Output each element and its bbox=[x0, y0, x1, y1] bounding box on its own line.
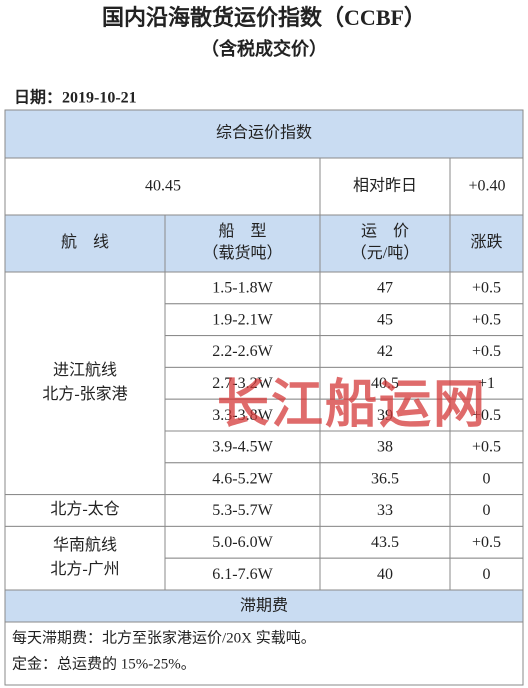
table-cell-text: 2.7-3.2W bbox=[212, 375, 273, 392]
compare-change: +0.40 bbox=[468, 178, 505, 195]
table-cell-text: 1.9-2.1W bbox=[212, 311, 273, 328]
table-cell bbox=[164, 335, 321, 368]
table-cell bbox=[319, 430, 451, 464]
table-cell bbox=[4, 494, 166, 527]
table-cell bbox=[449, 214, 524, 273]
table-cell-text: 43.5 bbox=[371, 534, 399, 551]
table-cell bbox=[164, 525, 321, 559]
table-cell bbox=[319, 462, 451, 496]
table-cell bbox=[449, 335, 524, 368]
column-header: 运 价 bbox=[361, 222, 409, 240]
table-cell-text: +0.5 bbox=[472, 439, 501, 456]
table-cell bbox=[319, 157, 451, 216]
table-cell bbox=[4, 525, 166, 591]
table-cell-text: 45 bbox=[377, 311, 393, 328]
table-cell-text: 42 bbox=[377, 343, 393, 360]
table-cell-text: +1 bbox=[478, 375, 495, 392]
table-cell bbox=[449, 557, 524, 591]
table-cell bbox=[4, 589, 524, 623]
table-cell-text: 33 bbox=[377, 502, 393, 519]
column-header: 船 型 bbox=[218, 222, 266, 240]
table-cell-text: 2.2-2.6W bbox=[212, 343, 273, 360]
table-cell-text: 5.3-5.7W bbox=[212, 502, 273, 519]
route-label: 北方-太仓 bbox=[50, 500, 119, 518]
route-label: 华南航线 bbox=[53, 536, 117, 554]
table-cell-text: 36.5 bbox=[371, 470, 399, 487]
table-cell bbox=[319, 398, 451, 432]
table-cell-text: 3.3-3.8W bbox=[212, 407, 273, 424]
column-header: （元/吨） bbox=[351, 244, 419, 262]
route-label: 进江航线 bbox=[53, 361, 117, 379]
table-cell-text: +0.5 bbox=[472, 407, 501, 424]
table-cell bbox=[319, 335, 451, 368]
index-title: 综合运价指数 bbox=[216, 124, 312, 142]
table-cell-text: 47 bbox=[377, 280, 393, 297]
route-label: 北方-广州 bbox=[50, 560, 119, 578]
table-cell-text: 3.9-4.5W bbox=[212, 439, 273, 456]
table-cell bbox=[164, 303, 321, 337]
table-cell-text: 40 bbox=[377, 566, 393, 583]
table-cell-text: 1.5-1.8W bbox=[212, 280, 273, 297]
column-header: （载货吨） bbox=[202, 244, 282, 262]
index-value: 40.45 bbox=[145, 178, 181, 195]
table-cell bbox=[319, 303, 451, 337]
note: 定金：总运费的 15%-25%。 bbox=[12, 655, 196, 672]
compare-label: 相对昨日 bbox=[353, 177, 417, 195]
table-cell bbox=[4, 109, 524, 159]
table-cell-text: 40.5 bbox=[371, 375, 399, 392]
table-cell bbox=[319, 271, 451, 305]
table-cell bbox=[319, 214, 451, 273]
title: 国内沿海散货运价指数（CCBF） bbox=[102, 5, 426, 30]
table-cell-text: +0.5 bbox=[472, 311, 501, 328]
watermark: 长江船运网 bbox=[217, 376, 487, 434]
table-cell bbox=[4, 621, 524, 686]
table-cell-text: +0.5 bbox=[472, 343, 501, 360]
table-cell-text: 39 bbox=[377, 407, 393, 424]
table-cell bbox=[449, 525, 524, 559]
table-cell-text: 5.0-6.0W bbox=[212, 534, 273, 551]
table-cell bbox=[449, 303, 524, 337]
table-cell bbox=[4, 271, 166, 496]
table-cell-text: 6.1-7.6W bbox=[212, 566, 273, 583]
column-header: 航 线 bbox=[61, 233, 109, 251]
table-cell bbox=[164, 557, 321, 591]
table-cell-text: 4.6-5.2W bbox=[212, 470, 273, 487]
table-cell bbox=[164, 430, 321, 464]
route-label: 北方-张家港 bbox=[42, 385, 127, 403]
table-cell bbox=[449, 430, 524, 464]
demurrage-title: 滞期费 bbox=[240, 597, 288, 615]
table-cell-text: +0.5 bbox=[472, 280, 501, 297]
table-cell-text: 0 bbox=[483, 566, 491, 583]
table-cell-text: 0 bbox=[483, 470, 491, 487]
table-cell bbox=[4, 157, 321, 216]
date: 日期：2019-10-21 bbox=[14, 88, 137, 107]
note: 每天滞期费：北方至张家港运价/20X 实载吨。 bbox=[12, 629, 316, 646]
subtitle: （含税成交价） bbox=[201, 38, 327, 59]
table-cell-text: 0 bbox=[483, 502, 491, 519]
table-cell-text: +0.5 bbox=[472, 534, 501, 551]
table-cell bbox=[164, 366, 321, 400]
table-cell bbox=[319, 366, 451, 400]
column-header: 涨跌 bbox=[470, 233, 502, 251]
table-cell bbox=[449, 366, 524, 400]
table-cell-text: 38 bbox=[377, 439, 393, 456]
